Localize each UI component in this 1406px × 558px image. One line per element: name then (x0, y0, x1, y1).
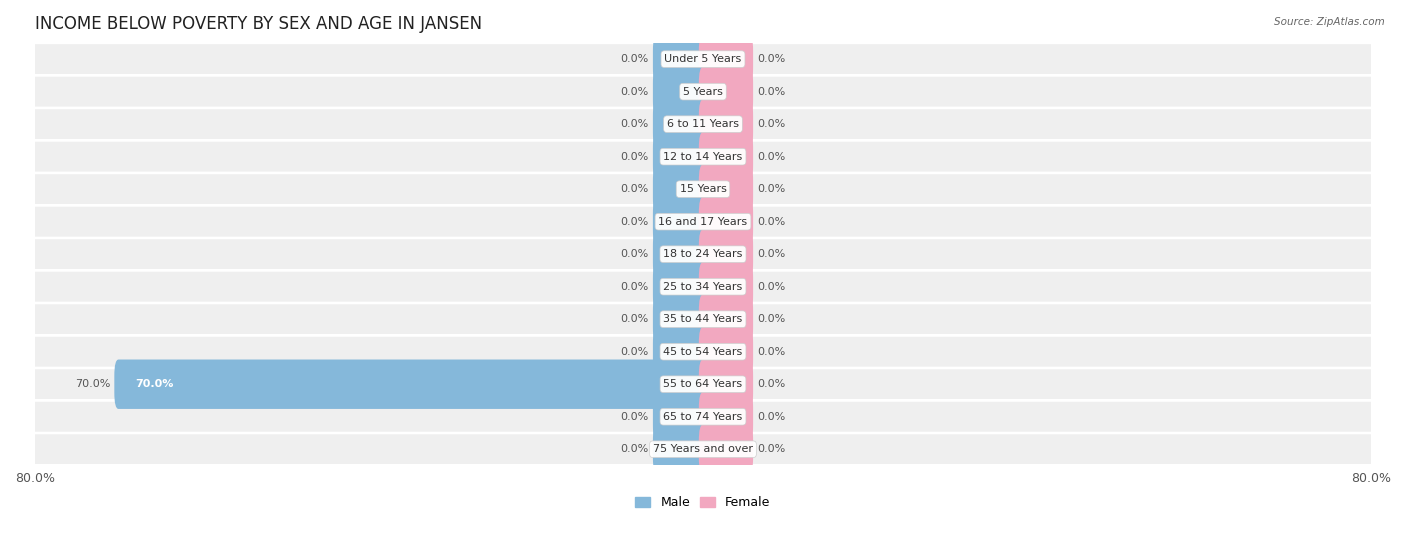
FancyBboxPatch shape (699, 262, 754, 311)
Text: 0.0%: 0.0% (758, 119, 786, 129)
FancyBboxPatch shape (652, 35, 707, 84)
Text: 0.0%: 0.0% (758, 314, 786, 324)
Text: 0.0%: 0.0% (620, 314, 648, 324)
Text: Under 5 Years: Under 5 Years (665, 54, 741, 64)
Text: 0.0%: 0.0% (620, 184, 648, 194)
Text: 0.0%: 0.0% (758, 444, 786, 454)
Text: 6 to 11 Years: 6 to 11 Years (666, 119, 740, 129)
FancyBboxPatch shape (652, 425, 707, 474)
FancyBboxPatch shape (699, 197, 754, 247)
Text: Source: ZipAtlas.com: Source: ZipAtlas.com (1274, 17, 1385, 27)
Text: 5 Years: 5 Years (683, 86, 723, 97)
Text: 12 to 14 Years: 12 to 14 Years (664, 152, 742, 162)
Text: 18 to 24 Years: 18 to 24 Years (664, 249, 742, 259)
Text: 0.0%: 0.0% (620, 249, 648, 259)
Text: 16 and 17 Years: 16 and 17 Years (658, 217, 748, 227)
FancyBboxPatch shape (652, 165, 707, 214)
FancyBboxPatch shape (699, 132, 754, 181)
FancyBboxPatch shape (35, 174, 1371, 204)
FancyBboxPatch shape (35, 369, 1371, 399)
FancyBboxPatch shape (35, 239, 1371, 269)
FancyBboxPatch shape (35, 44, 1371, 74)
FancyBboxPatch shape (114, 359, 707, 409)
Text: 0.0%: 0.0% (620, 217, 648, 227)
FancyBboxPatch shape (652, 229, 707, 279)
FancyBboxPatch shape (699, 392, 754, 441)
FancyBboxPatch shape (652, 67, 707, 117)
Text: 55 to 64 Years: 55 to 64 Years (664, 379, 742, 389)
Text: 75 Years and over: 75 Years and over (652, 444, 754, 454)
Text: 0.0%: 0.0% (758, 412, 786, 422)
Text: 70.0%: 70.0% (135, 379, 173, 389)
FancyBboxPatch shape (652, 295, 707, 344)
Legend: Male, Female: Male, Female (630, 491, 776, 514)
Text: 0.0%: 0.0% (620, 152, 648, 162)
FancyBboxPatch shape (35, 304, 1371, 334)
FancyBboxPatch shape (699, 35, 754, 84)
Text: 0.0%: 0.0% (758, 54, 786, 64)
Text: 25 to 34 Years: 25 to 34 Years (664, 282, 742, 292)
Text: 70.0%: 70.0% (75, 379, 110, 389)
FancyBboxPatch shape (699, 295, 754, 344)
FancyBboxPatch shape (699, 359, 754, 409)
FancyBboxPatch shape (35, 337, 1371, 367)
Text: 0.0%: 0.0% (620, 444, 648, 454)
FancyBboxPatch shape (699, 425, 754, 474)
Text: INCOME BELOW POVERTY BY SEX AND AGE IN JANSEN: INCOME BELOW POVERTY BY SEX AND AGE IN J… (35, 15, 482, 33)
FancyBboxPatch shape (35, 76, 1371, 107)
FancyBboxPatch shape (652, 197, 707, 247)
Text: 0.0%: 0.0% (620, 282, 648, 292)
Text: 0.0%: 0.0% (620, 54, 648, 64)
FancyBboxPatch shape (652, 327, 707, 377)
FancyBboxPatch shape (35, 142, 1371, 172)
Text: 0.0%: 0.0% (758, 86, 786, 97)
FancyBboxPatch shape (652, 392, 707, 441)
Text: 0.0%: 0.0% (758, 282, 786, 292)
Text: 0.0%: 0.0% (758, 217, 786, 227)
FancyBboxPatch shape (35, 402, 1371, 432)
Text: 0.0%: 0.0% (620, 412, 648, 422)
FancyBboxPatch shape (652, 132, 707, 181)
FancyBboxPatch shape (35, 272, 1371, 302)
Text: 0.0%: 0.0% (758, 184, 786, 194)
FancyBboxPatch shape (699, 165, 754, 214)
FancyBboxPatch shape (699, 67, 754, 117)
Text: 0.0%: 0.0% (758, 379, 786, 389)
FancyBboxPatch shape (652, 262, 707, 311)
Text: 0.0%: 0.0% (758, 152, 786, 162)
Text: 0.0%: 0.0% (758, 249, 786, 259)
Text: 0.0%: 0.0% (758, 347, 786, 357)
Text: 0.0%: 0.0% (620, 347, 648, 357)
FancyBboxPatch shape (699, 229, 754, 279)
FancyBboxPatch shape (35, 206, 1371, 237)
FancyBboxPatch shape (35, 434, 1371, 464)
FancyBboxPatch shape (35, 109, 1371, 139)
FancyBboxPatch shape (699, 99, 754, 149)
Text: 0.0%: 0.0% (620, 86, 648, 97)
FancyBboxPatch shape (699, 327, 754, 377)
Text: 0.0%: 0.0% (620, 119, 648, 129)
Text: 15 Years: 15 Years (679, 184, 727, 194)
Text: 35 to 44 Years: 35 to 44 Years (664, 314, 742, 324)
FancyBboxPatch shape (652, 99, 707, 149)
Text: 65 to 74 Years: 65 to 74 Years (664, 412, 742, 422)
Text: 45 to 54 Years: 45 to 54 Years (664, 347, 742, 357)
